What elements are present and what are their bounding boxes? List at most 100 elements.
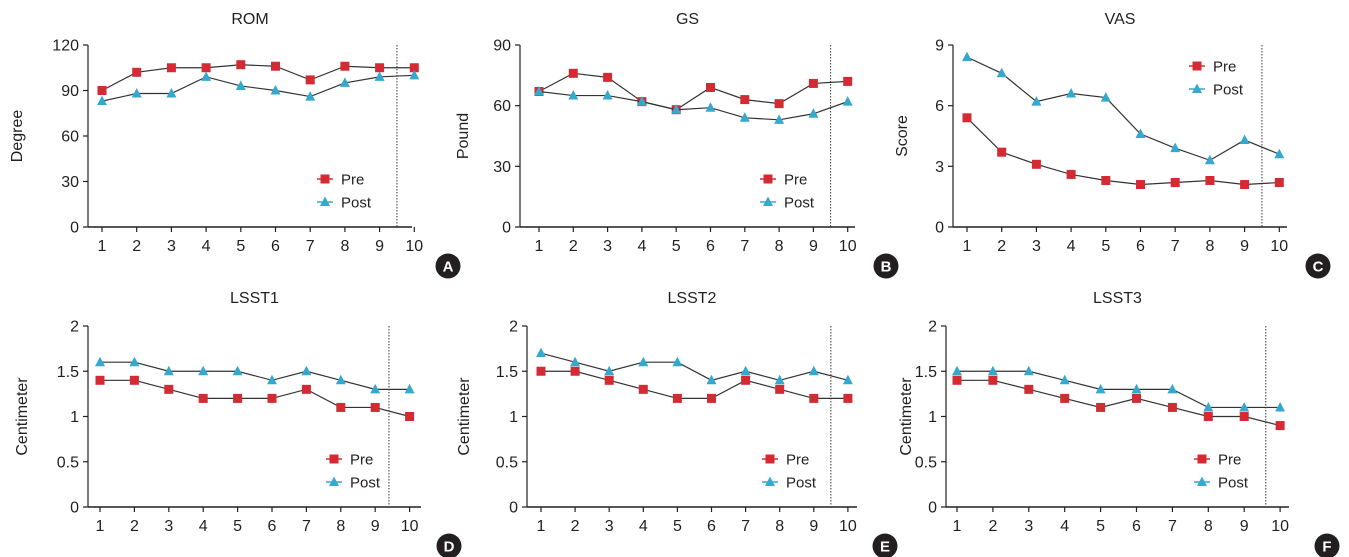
pre-marker [129,375,139,385]
x-tick-label: 8 [775,238,784,255]
post-marker [808,108,819,118]
x-tick-label: 9 [375,238,384,255]
post-marker [1204,154,1215,165]
post-marker [636,96,647,106]
x-tick-label: 4 [199,518,208,535]
legend: Pre Post [762,452,817,492]
x-tick-label: 10 [839,518,857,535]
y-axis-label: Pound [455,113,472,159]
chart-panel-b: GS Pound 0 30 60 90 1 2 3 4 5 6 7 8 9 10 Pre Post B [455,11,899,279]
chart-title: ROM [231,11,268,28]
chart-panel-f: LSST3 Centimeter 0 0.5 1 1.5 2 1 2 3 4 5 6 7 8 9 10 Pre Po… [898,290,1340,557]
post-marker [763,196,773,206]
post-marker [842,374,853,385]
panel-badge [1314,533,1340,557]
panel-badge [1305,253,1331,279]
pre-marker [843,393,853,403]
pre-marker [1239,412,1249,421]
post-marker [131,88,142,98]
post-marker [1239,401,1250,412]
y-tick-label: 90 [61,83,79,100]
pre-series-line [101,64,415,92]
y-axis-label: Degree [9,110,26,163]
y-tick-label: 1 [509,409,518,426]
post-marker [1197,476,1207,486]
pre-marker [1192,61,1202,71]
pre-marker [775,384,785,394]
y-tick-label: 0 [70,220,79,237]
chart-panel-d: LSST1 Centimeter 0 0.5 1 1.5 2 1 2 3 4 5 6 7 8 9 10 Pre Po… [14,290,462,557]
post-marker [198,365,209,376]
pre-marker [1066,169,1076,179]
chart-title: LSST3 [1093,290,1142,307]
post-marker [163,365,174,376]
y-tick-label: 60 [61,129,79,146]
post-marker [1095,383,1106,394]
y-tick-label: 2 [70,319,79,336]
post-marker [1100,92,1111,102]
x-tick-label: 9 [809,238,818,255]
y-tick-label: 0.5 [496,454,518,471]
pre-marker [1203,412,1213,421]
post-marker [409,69,420,80]
post-marker [952,365,962,376]
pre-marker [336,402,346,412]
y-tick-label: 0 [928,500,937,517]
x-tick-label: 1 [963,238,972,255]
legend-label: Post [1213,82,1244,99]
pre-series-line [966,117,1280,186]
x-tick-label: 4 [202,238,211,255]
y-tick-label: 120 [52,38,79,55]
x-tick-label: 8 [1204,518,1213,535]
post-series-line [540,352,849,381]
pre-series-line [100,379,410,418]
x-tick-label: 6 [1136,238,1145,255]
post-marker [1066,88,1077,98]
x-tick-label: 5 [1101,238,1110,255]
legend: Pre Post [1189,59,1244,99]
x-tick-label: 2 [571,518,580,535]
x-tick-label: 1 [96,518,105,535]
x-tick-label: 5 [233,518,242,535]
pre-marker [765,454,775,464]
post-marker [404,383,415,394]
x-tick-label: 8 [336,518,345,535]
post-marker [706,374,717,385]
panel-badge [873,253,899,279]
pre-marker [763,174,773,184]
panel-badge [872,533,898,557]
post-marker [235,80,246,90]
y-tick-label: 0 [502,220,511,237]
x-tick-label: 10 [1271,518,1289,535]
pre-marker [301,384,311,394]
pre-marker [370,402,380,412]
pre-marker [604,375,614,385]
pre-marker [808,78,818,88]
x-tick-label: 9 [371,518,380,535]
x-tick-label: 5 [673,518,682,535]
y-tick-label: 30 [493,159,511,176]
pre-marker [201,63,211,73]
pre-marker [97,86,107,95]
y-tick-label: 2 [509,319,518,336]
post-marker [370,383,381,394]
x-tick-label: 1 [98,238,107,255]
post-marker [166,88,177,98]
y-tick-label: 30 [61,174,79,191]
x-tick-label: 3 [1024,518,1033,535]
panel-letter: C [1313,259,1324,276]
x-tick-label: 3 [1032,238,1041,255]
pre-marker [741,375,751,385]
pre-marker [409,63,419,73]
post-series-line [100,361,410,390]
pre-marker [1096,402,1106,412]
post-marker [996,67,1007,78]
legend-label: Post [1218,475,1249,492]
pre-marker [329,454,339,464]
post-marker [1274,148,1285,159]
post-marker [301,365,312,376]
y-axis-label: Centimeter [456,377,473,456]
pre-marker [1240,180,1250,190]
post-marker [201,71,212,81]
post-marker [534,86,544,96]
